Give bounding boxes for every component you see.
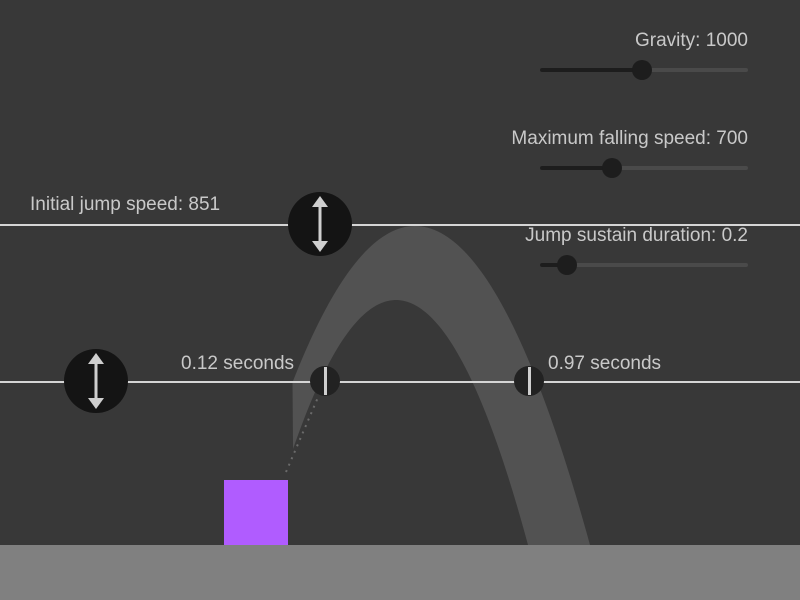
gravity-slider-knob[interactable] <box>631 60 652 80</box>
maximum-falling-speed-slider-rail[interactable] <box>540 166 748 170</box>
rise-time-handle[interactable] <box>310 366 340 396</box>
maximum-falling-speed-slider-knob[interactable] <box>601 158 622 178</box>
gravity-slider[interactable] <box>540 60 748 80</box>
jump-sustain-duration-slider-rail[interactable] <box>540 263 748 267</box>
jump-sustain-duration-slider-fill <box>540 263 568 267</box>
jump-sustain-duration-slider[interactable] <box>540 255 748 275</box>
fall-time-handle[interactable] <box>514 366 544 396</box>
maximum-falling-speed-slider-fill <box>540 166 612 170</box>
jump-sustain-duration-slider-knob[interactable] <box>557 255 578 275</box>
player-box[interactable] <box>224 480 288 545</box>
vertical-tick-icon <box>323 367 327 395</box>
gravity-slider-fill <box>540 68 642 72</box>
ground-platform <box>0 545 800 600</box>
jump-speed-handle[interactable] <box>288 192 352 256</box>
jump-sustain-duration-slider-label: Jump sustain duration: 0.2 <box>525 225 748 246</box>
gravity-slider-group: Gravity: 1000 <box>488 30 748 80</box>
maximum-falling-speed-slider-group: Maximum falling speed: 700 <box>488 128 748 178</box>
jump-sustain-duration-slider-group: Jump sustain duration: 0.2 <box>488 225 748 275</box>
apex-height-handle[interactable] <box>64 349 128 413</box>
apex-guide-line <box>0 224 800 226</box>
gravity-slider-label: Gravity: 1000 <box>635 30 748 51</box>
maximum-falling-speed-slider-label: Maximum falling speed: 700 <box>511 128 748 149</box>
crossing-guide-line <box>0 381 800 383</box>
vertical-tick-icon <box>527 367 531 395</box>
maximum-falling-speed-slider[interactable] <box>540 158 748 178</box>
initial-jump-speed-label: Initial jump speed: 851 <box>30 194 221 215</box>
fall-time-label: 0.97 seconds <box>548 353 662 374</box>
rise-time-label: 0.12 seconds <box>181 353 295 374</box>
